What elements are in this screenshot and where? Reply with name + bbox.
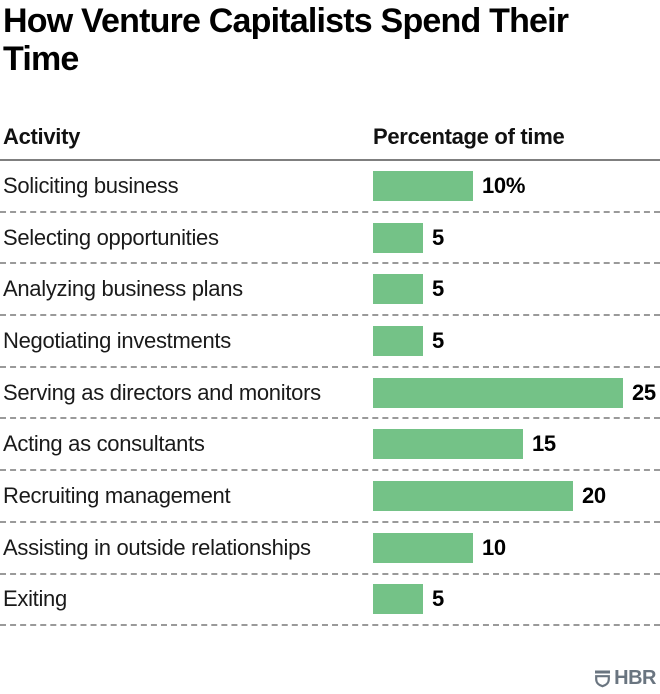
row-value: 10%	[482, 172, 526, 198]
bar	[373, 274, 423, 305]
row-label: Selecting opportunities	[3, 224, 219, 250]
table-row: Assisting in outside relationships 10	[0, 523, 660, 575]
table-row: Soliciting business 10%	[0, 161, 660, 213]
row-label: Serving as directors and monitors	[3, 379, 321, 405]
row-value: 25	[632, 379, 656, 405]
row-value: 20	[582, 482, 606, 508]
bar	[373, 170, 473, 201]
row-value: 5	[432, 327, 444, 353]
table-header: Activity Percentage of time	[0, 124, 660, 161]
bar-cell: 20	[373, 471, 606, 521]
row-label: Analyzing business plans	[3, 276, 243, 302]
row-label: Negotiating investments	[3, 327, 231, 353]
bar	[373, 429, 523, 460]
row-label: Recruiting management	[3, 482, 231, 508]
bar-cell: 5	[373, 213, 444, 263]
bar	[373, 532, 473, 563]
percentage-column-header: Percentage of time	[373, 124, 565, 149]
row-value: 10	[482, 534, 506, 560]
row-value: 5	[432, 586, 444, 612]
hbr-logo-text: HBR	[614, 667, 656, 689]
chart-rows: Soliciting business 10% Selecting opport…	[0, 161, 660, 627]
row-value: 5	[432, 224, 444, 250]
bar	[373, 325, 423, 356]
table-row: Analyzing business plans 5	[0, 264, 660, 317]
table-row: Recruiting management 20	[0, 471, 660, 523]
table-row: Negotiating investments 5	[0, 316, 660, 368]
bar-cell: 25	[373, 368, 656, 418]
table-row: Selecting opportunities 5	[0, 213, 660, 265]
bar-cell: 5	[373, 575, 444, 625]
chart-title: How Venture Capitalists Spend Their Time	[3, 2, 569, 78]
bar-cell: 5	[373, 316, 444, 366]
hbr-logo: HBR	[594, 667, 656, 690]
bar	[373, 584, 423, 615]
bar-cell: 10%	[373, 161, 525, 211]
bar	[373, 480, 573, 511]
row-label: Assisting in outside relationships	[3, 534, 311, 560]
bar	[373, 222, 423, 253]
bar-cell: 5	[373, 264, 444, 314]
row-label: Soliciting business	[3, 172, 179, 198]
row-value: 5	[432, 276, 444, 302]
bar-cell: 15	[373, 419, 556, 469]
hbr-shield-icon	[595, 670, 611, 688]
row-label: Exiting	[3, 586, 67, 612]
row-label: Acting as consultants	[3, 431, 205, 457]
bar-cell: 10	[373, 523, 506, 573]
table-row: Exiting 5	[0, 575, 660, 627]
bar	[373, 377, 623, 408]
activity-column-header: Activity	[3, 124, 81, 149]
row-value: 15	[532, 431, 556, 457]
table-row: Acting as consultants 15	[0, 419, 660, 472]
table-row: Serving as directors and monitors 25	[0, 368, 660, 420]
